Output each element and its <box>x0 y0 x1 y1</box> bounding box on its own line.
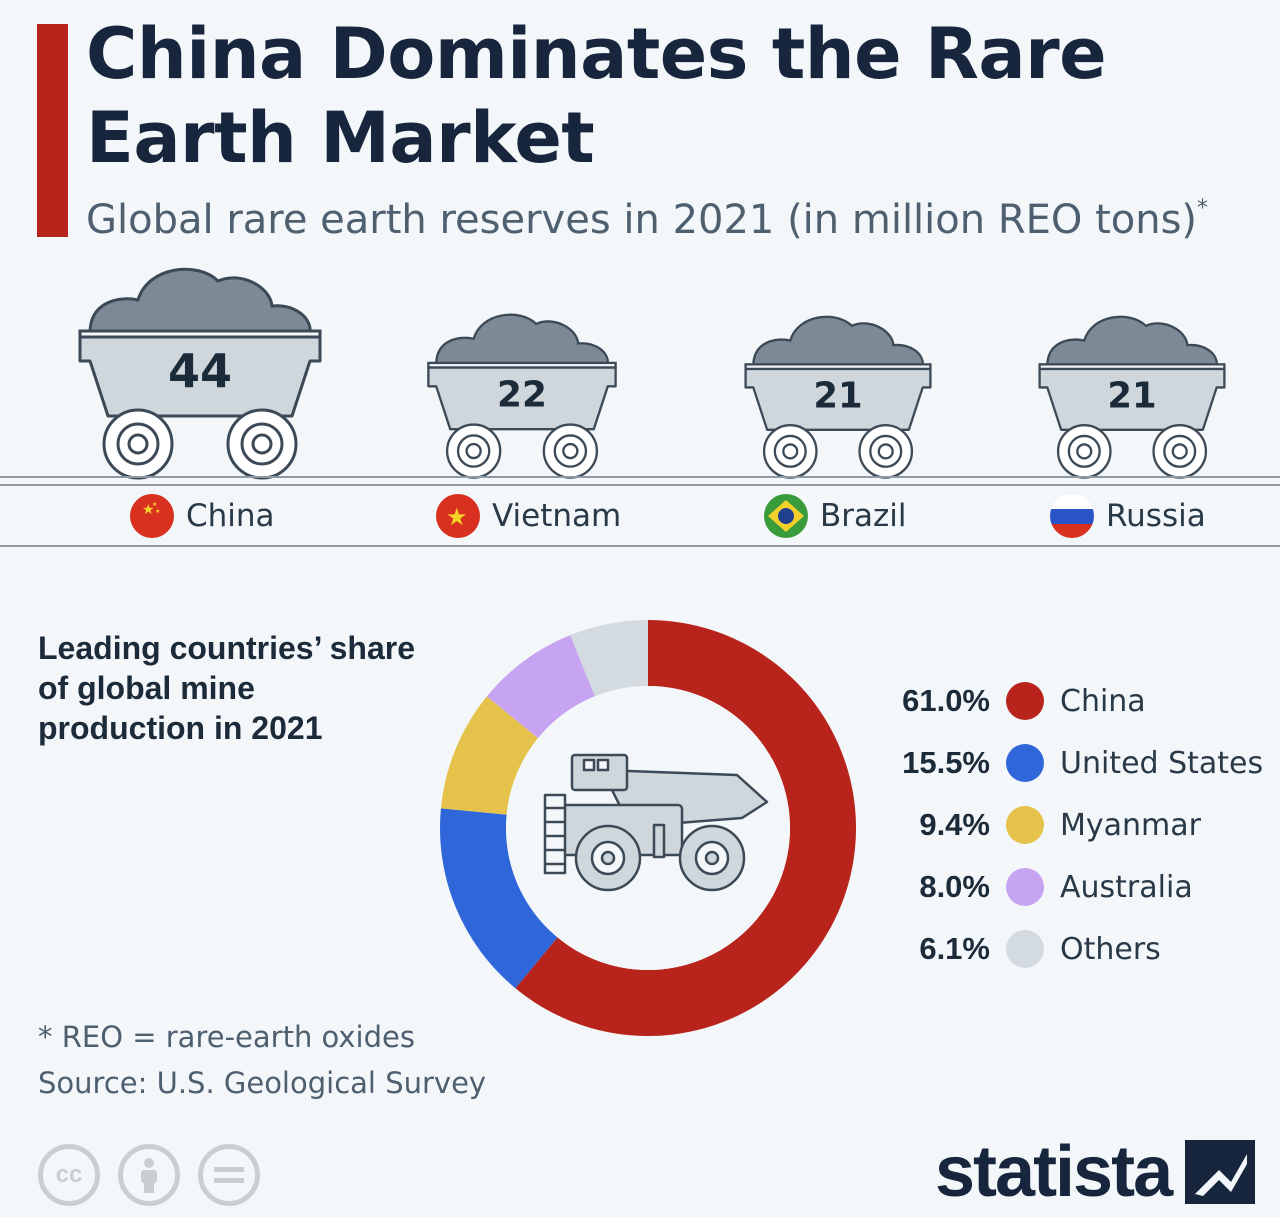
cart-value-label: 21 <box>1107 375 1156 416</box>
statista-wordmark: statista <box>935 1132 1173 1212</box>
cart-wheel-icon <box>102 408 174 480</box>
cart-value-label: 22 <box>497 375 547 416</box>
country-label-russia: Russia <box>1050 494 1206 538</box>
statista-logo[interactable]: statista <box>935 1132 1256 1212</box>
legend-swatch <box>1006 682 1044 720</box>
legend-label: Australia <box>1060 869 1193 905</box>
svg-text:★: ★ <box>152 501 157 508</box>
legend-item: 15.5% United States <box>880 732 1280 794</box>
country-name: Brazil <box>820 498 907 534</box>
track-rail-mid <box>0 484 1280 486</box>
russia-flag-icon <box>1050 494 1094 538</box>
country-name: Vietnam <box>492 498 622 534</box>
page-title: China Dominates the Rare Earth Market <box>86 13 1107 179</box>
subtitle-footnote-marker: * <box>1197 196 1209 221</box>
production-donut-chart <box>440 620 856 1036</box>
country-name: Russia <box>1106 498 1206 534</box>
cart-bar: 22 <box>427 313 617 479</box>
legend-label: Others <box>1060 931 1161 967</box>
vietnam-flag-icon: ★ <box>436 494 480 538</box>
mining-truck-icon <box>543 753 769 892</box>
legend-item: 9.4% Myanmar <box>880 794 1280 856</box>
donut-slice-united-states <box>440 808 558 989</box>
country-label-vietnam: ★ Vietnam <box>436 494 621 538</box>
cart-wheel-icon <box>542 423 599 479</box>
ore-pile <box>435 313 609 366</box>
svg-text:★: ★ <box>155 508 160 515</box>
legend-item: 8.0% Australia <box>880 856 1280 918</box>
donut-slice-australia <box>486 635 595 739</box>
cart-wheel-icon <box>445 423 502 479</box>
legend-label: China <box>1060 683 1146 719</box>
production-legend: 61.0% China 15.5% United States 9.4% Myanmar 8… <box>880 670 1280 980</box>
donut-slice-myanmar <box>440 696 539 815</box>
footnote: * REO = rare-earth oxides <box>38 1020 415 1054</box>
cart-layer: 44 22 21 21 <box>78 267 1226 480</box>
country-name: China <box>186 498 275 534</box>
cart-wheel-icon <box>1056 424 1112 479</box>
china-flag-icon: ★ ★ ★ <box>130 494 174 538</box>
production-title: Leading countries’ share of global mine … <box>38 630 415 746</box>
svg-text:★: ★ <box>142 502 155 518</box>
no-derivatives-icon[interactable] <box>198 1144 260 1206</box>
attribution-icon[interactable] <box>118 1144 180 1206</box>
legend-percent: 8.0% <box>919 869 990 904</box>
legend-percent: 6.1% <box>919 931 990 966</box>
svg-text:★: ★ <box>446 503 468 531</box>
legend-swatch <box>1006 806 1044 844</box>
legend-swatch <box>1006 930 1044 968</box>
legend-swatch <box>1006 744 1044 782</box>
subtitle-text: Global rare earth reserves in 2021 (in m… <box>86 197 1198 243</box>
brazil-flag-icon <box>764 494 808 538</box>
donut-slice-others <box>570 620 648 697</box>
ore-pile <box>1046 315 1218 368</box>
cart-value-label: 44 <box>168 344 232 398</box>
cart-value-label: 21 <box>813 375 862 416</box>
legend-percent: 9.4% <box>919 807 990 842</box>
cart-bar: 44 <box>78 267 322 480</box>
cart-body <box>427 366 617 431</box>
country-label-brazil: Brazil <box>764 494 907 538</box>
ore-pile <box>88 267 312 335</box>
legend-label: Myanmar <box>1060 807 1201 843</box>
track-rail-bottom <box>0 545 1280 547</box>
legend-percent: 15.5% <box>902 745 990 780</box>
track-rail-top <box>0 476 1280 478</box>
reserves-chart: 44 22 21 21 <box>78 267 1226 480</box>
cart-wheel-icon <box>858 424 914 479</box>
cart-body <box>744 367 932 431</box>
country-label-china: ★ ★ ★ China <box>130 494 275 538</box>
source-note: Source: U.S. Geological Survey <box>38 1066 487 1100</box>
legend-label: United States <box>1060 745 1264 781</box>
legend-item: 61.0% China <box>880 670 1280 732</box>
license-icons: cc <box>38 1144 260 1206</box>
legend-percent: 61.0% <box>902 683 990 718</box>
cart-bar: 21 <box>744 315 932 479</box>
donut-slices <box>440 620 856 1036</box>
cart-wheel-icon <box>1152 424 1208 479</box>
cart-body <box>78 335 322 418</box>
cart-wheel-icon <box>226 408 298 480</box>
cart-wheel-icon <box>762 424 818 479</box>
cart-body <box>1038 367 1226 431</box>
statista-logo-mark-icon <box>1185 1140 1256 1204</box>
cart-bar: 21 <box>1038 315 1226 479</box>
donut-slice-china <box>515 620 856 1036</box>
legend-swatch <box>1006 868 1044 906</box>
legend-item: 6.1% Others <box>880 918 1280 980</box>
ore-pile <box>752 315 924 368</box>
page-subtitle: Global rare earth reserves in 2021 (in m… <box>86 196 1208 243</box>
accent-bar <box>37 24 68 237</box>
cc-icon[interactable]: cc <box>38 1144 100 1206</box>
